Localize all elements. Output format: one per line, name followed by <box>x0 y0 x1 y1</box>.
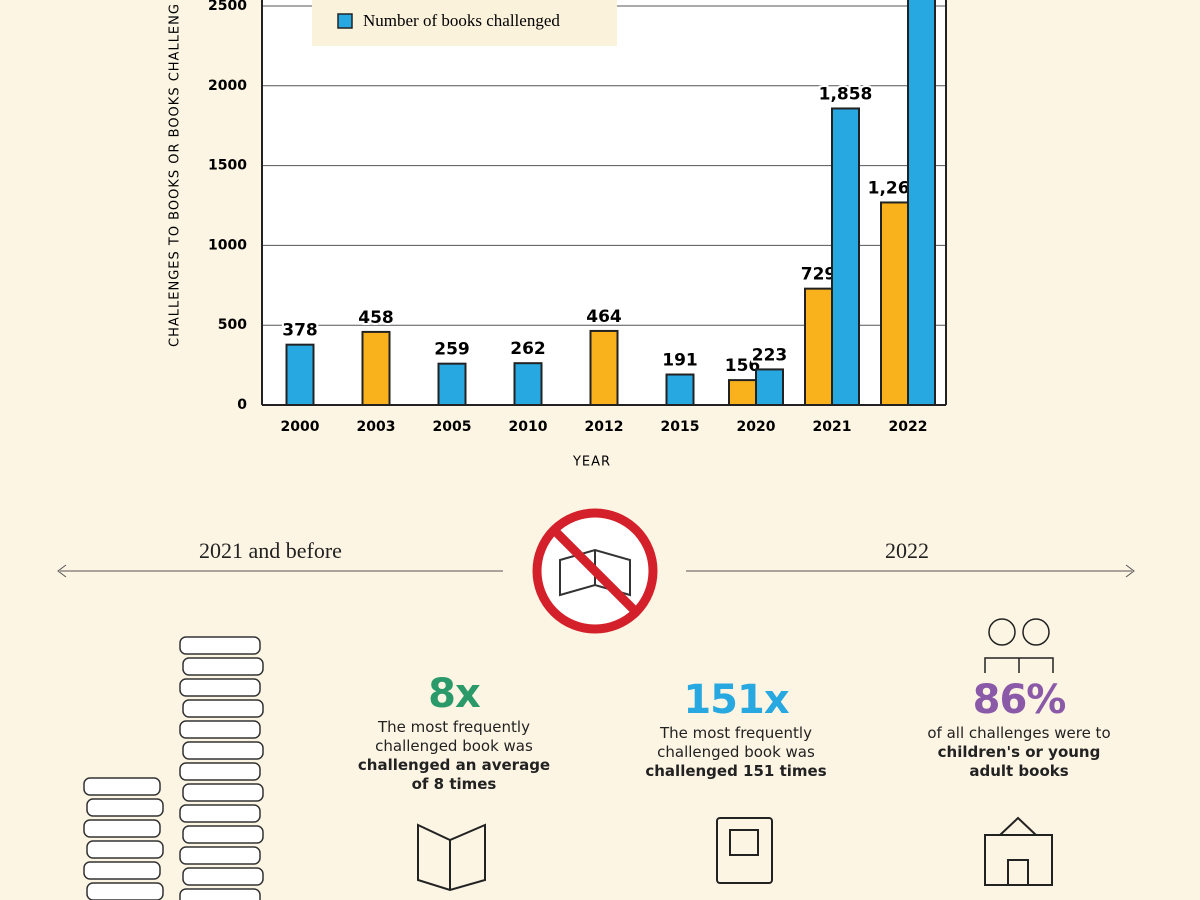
arrow-head <box>57 564 67 578</box>
data-label: 191 <box>662 351 698 371</box>
stat: 86% of all challenges were to children's… <box>919 678 1119 781</box>
x-tick-label: 2005 <box>433 419 472 435</box>
legend-label: Number of books challenged <box>363 11 560 30</box>
book <box>179 720 261 739</box>
data-label: 259 <box>434 340 470 360</box>
book <box>179 804 261 823</box>
bar <box>437 362 467 407</box>
decoration <box>57 508 1135 900</box>
x-tick-label: 2021 <box>813 419 852 435</box>
bar <box>880 201 909 406</box>
right-heading: 2022 <box>885 538 929 563</box>
y-tick-label: 0 <box>237 397 247 413</box>
bar <box>665 373 695 406</box>
y-tick-label: 2000 <box>208 78 247 94</box>
book <box>83 861 161 880</box>
book <box>179 678 261 697</box>
bar <box>589 329 619 406</box>
book <box>179 636 261 655</box>
data-label: 262 <box>510 339 546 359</box>
chart: CHALLENGES TO BOOKS OR BOOKS CHALLENG YE… <box>168 0 947 470</box>
bar <box>728 379 757 406</box>
data-label: 1,858 <box>819 84 873 104</box>
bar <box>755 368 784 407</box>
book <box>179 846 261 865</box>
stat-text: The most frequently challenged book was <box>657 724 815 761</box>
x-tick-label: 2015 <box>661 419 700 435</box>
y-axis-label: CHALLENGES TO BOOKS OR BOOKS CHALLENG <box>168 3 183 347</box>
legend-swatch <box>337 13 353 29</box>
open-book-icon <box>417 823 486 892</box>
stat-figure: 151x <box>683 677 789 723</box>
arrow-head <box>1125 564 1135 578</box>
school-icon <box>984 816 1053 886</box>
legend <box>312 0 617 46</box>
stat: 151x The most frequently challenged book… <box>636 678 836 781</box>
no-books-icon <box>532 508 658 634</box>
bar <box>831 107 860 407</box>
bar <box>285 343 315 407</box>
y-tick-label: 2500 <box>208 0 247 14</box>
left-heading: 2021 and before <box>199 538 342 563</box>
x-tick-label: 2000 <box>281 419 320 435</box>
book <box>182 867 264 886</box>
stat-bold: challenged an average of 8 times <box>357 756 551 793</box>
stat-bold: challenged 151 times <box>645 762 827 780</box>
bar <box>513 362 543 407</box>
book <box>83 819 161 838</box>
book <box>182 783 264 802</box>
book <box>179 762 261 781</box>
bar <box>804 287 833 407</box>
y-tick-label: 1500 <box>208 158 247 174</box>
book <box>182 699 264 718</box>
stat-figure: 8x <box>428 671 481 717</box>
stat-bold: children's or young adult books <box>937 743 1101 780</box>
book <box>86 798 164 817</box>
book-icon <box>716 817 773 884</box>
x-tick-label: 2012 <box>585 419 624 435</box>
x-tick-label: 2003 <box>357 419 396 435</box>
y-tick-label: 500 <box>218 317 247 333</box>
people-icon <box>984 618 1054 673</box>
data-label: 458 <box>358 308 394 328</box>
y-tick-label: 1000 <box>208 237 247 253</box>
data-label: 378 <box>282 321 318 341</box>
book <box>86 882 164 900</box>
book <box>182 741 264 760</box>
stat: 8x The most frequently challenged book w… <box>354 672 554 794</box>
book <box>83 777 161 796</box>
bar <box>907 0 936 407</box>
data-label: 223 <box>752 345 788 365</box>
book <box>182 825 264 844</box>
x-axis-label: YEAR <box>572 455 611 470</box>
book <box>182 657 264 676</box>
stat-figure: 86% <box>972 677 1067 723</box>
stat-text: of all challenges were to <box>927 724 1111 742</box>
bar <box>361 330 391 406</box>
x-tick-label: 2010 <box>509 419 548 435</box>
book <box>179 888 261 900</box>
book <box>86 840 164 859</box>
x-tick-label: 2020 <box>737 419 776 435</box>
data-label: 729 <box>801 265 837 285</box>
stat-text: The most frequently challenged book was <box>375 718 533 755</box>
data-label: 464 <box>586 307 622 327</box>
x-tick-label: 2022 <box>889 419 928 435</box>
